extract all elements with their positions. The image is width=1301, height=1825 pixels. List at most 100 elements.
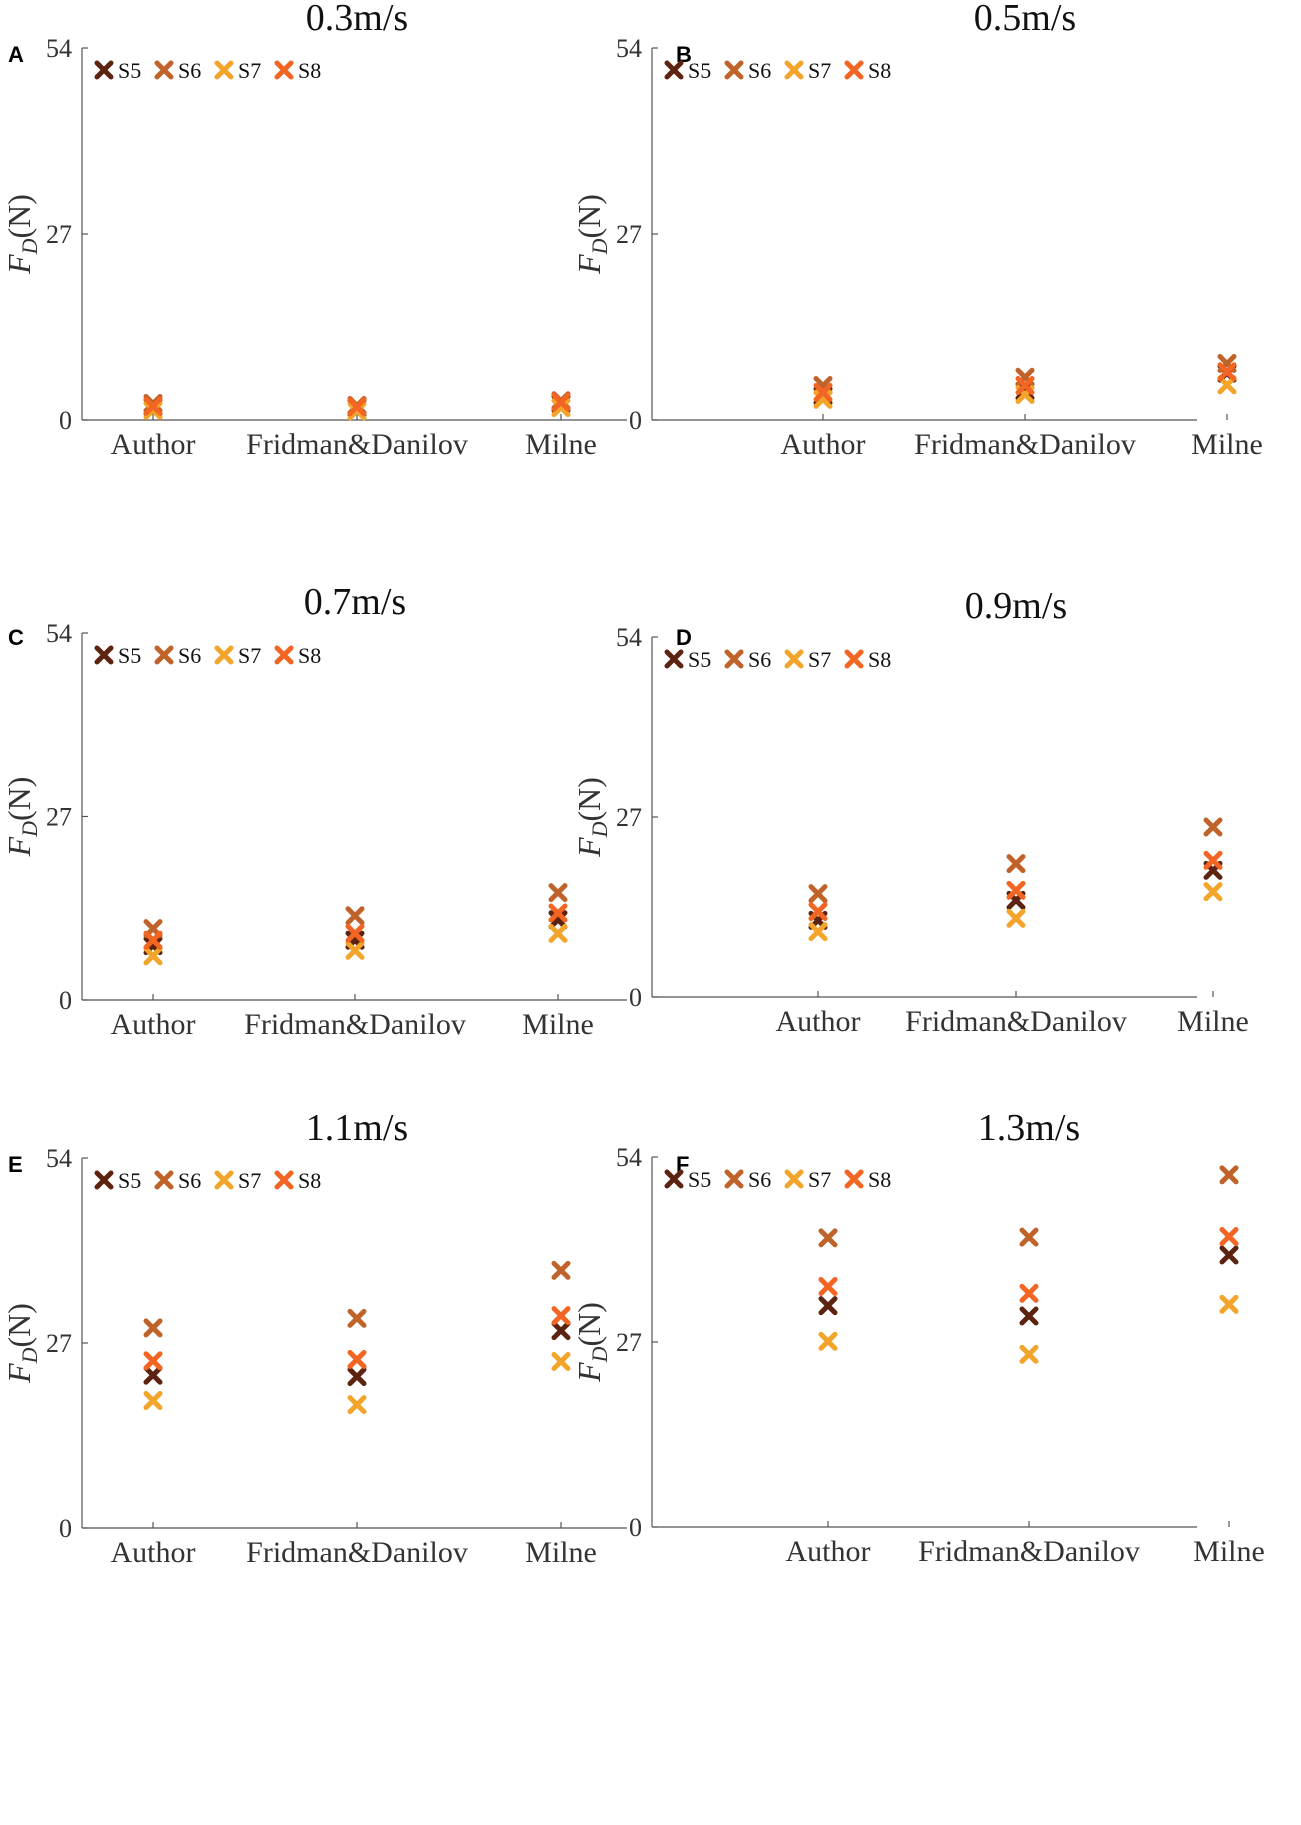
y-tick-label: 54 xyxy=(46,1144,72,1173)
x-tick-label: Author xyxy=(111,1536,196,1569)
y-axis-label: FD(N) xyxy=(1,194,42,275)
data-point-s7 xyxy=(345,940,365,960)
panel-letter: D xyxy=(676,625,692,650)
x-tick-label: Author xyxy=(781,428,866,461)
legend: S5 S6 S7 S8 xyxy=(664,58,891,83)
data-point-s6 xyxy=(548,883,568,903)
chart-title: 1.3m/s xyxy=(978,1107,1080,1149)
data-point-s7 xyxy=(548,923,568,943)
data-point-s7 xyxy=(1006,908,1026,928)
legend-label-s8: S8 xyxy=(298,1168,321,1193)
y-axis-label: FD(N) xyxy=(1,1303,42,1384)
legend-marker-s7 xyxy=(214,1170,234,1190)
panel-e: E 1.1m/s 0 27 54 Author Fridman&Danilov Milne FD… xyxy=(1,1107,627,1569)
legend-marker-s8 xyxy=(274,645,294,665)
y-axis-label: FD(N) xyxy=(571,194,612,275)
y-tick-label: 27 xyxy=(46,1329,72,1358)
data-point-s8 xyxy=(143,930,163,950)
data-point-s6 xyxy=(1203,817,1223,837)
legend: S5 S6 S7 S8 xyxy=(94,1168,321,1193)
y-tick-label: 0 xyxy=(59,1514,72,1543)
legend-marker-s8 xyxy=(274,60,294,80)
legend-label-s8: S8 xyxy=(868,1167,891,1192)
legend-marker-s5 xyxy=(664,60,684,80)
legend-marker-s8 xyxy=(844,1169,864,1189)
data-point-s8 xyxy=(143,1351,163,1371)
chart-title: 0.5m/s xyxy=(974,0,1076,39)
data-point-s7 xyxy=(143,1391,163,1411)
data-point-s8 xyxy=(1217,362,1237,382)
data-point-s6 xyxy=(808,884,828,904)
data-point-s7 xyxy=(1019,1344,1039,1364)
legend-label-s7: S7 xyxy=(238,643,261,668)
x-tick-label: Milne xyxy=(1177,1005,1249,1038)
legend-marker-s6 xyxy=(724,60,744,80)
data-point-s8 xyxy=(347,397,367,417)
legend-label-s8: S8 xyxy=(298,643,321,668)
data-point-s7 xyxy=(551,398,571,418)
data-point-s8 xyxy=(548,903,568,923)
legend-label-s6: S6 xyxy=(178,643,201,668)
legend-label-s5: S5 xyxy=(688,647,711,672)
x-tick-label: Fridman&Danilov xyxy=(918,1535,1140,1568)
x-tick-label: Fridman&Danilov xyxy=(246,1536,468,1569)
y-tick-label: 27 xyxy=(616,1328,642,1357)
data-point-s6 xyxy=(345,906,365,926)
legend-label-s8: S8 xyxy=(298,58,321,83)
y-tick-label: 27 xyxy=(46,220,72,249)
legend-label-s6: S6 xyxy=(748,647,771,672)
data-point-s5 xyxy=(1219,1245,1239,1265)
legend-label-s7: S7 xyxy=(808,58,831,83)
y-tick-label: 54 xyxy=(46,619,72,648)
legend-marker-s8 xyxy=(844,60,864,80)
chart-title: 0.3m/s xyxy=(306,0,408,39)
legend-marker-s5 xyxy=(664,649,684,669)
data-point-s6 xyxy=(1219,1165,1239,1185)
legend-label-s5: S5 xyxy=(118,1168,141,1193)
data-point-s5 xyxy=(818,1296,838,1316)
x-tick-label: Author xyxy=(786,1535,871,1568)
legend-marker-s7 xyxy=(214,645,234,665)
data-point-s5 xyxy=(1019,1306,1039,1326)
legend-marker-s7 xyxy=(784,649,804,669)
data-point-s8 xyxy=(818,1277,838,1296)
legend-marker-s6 xyxy=(724,649,744,669)
data-point-s6 xyxy=(347,1308,367,1328)
legend-label-s6: S6 xyxy=(178,58,201,83)
data-point-s7 xyxy=(143,946,163,966)
legend-label-s8: S8 xyxy=(868,647,891,672)
data-point-s8 xyxy=(143,396,163,416)
data-point-s6 xyxy=(143,1318,163,1338)
legend-marker-s6 xyxy=(154,645,174,665)
x-tick-label: Author xyxy=(776,1005,861,1038)
data-point-s6 xyxy=(1019,1227,1039,1247)
y-axis-label: FD(N) xyxy=(1,777,42,858)
legend-label-s8: S8 xyxy=(868,58,891,83)
data-point-s8 xyxy=(1015,376,1035,396)
x-tick-label: Milne xyxy=(1191,428,1263,461)
y-tick-label: 54 xyxy=(616,34,642,63)
panel-letter: A xyxy=(8,42,24,67)
legend-label-s7: S7 xyxy=(238,58,261,83)
x-tick-label: Milne xyxy=(525,428,597,461)
data-point-s7 xyxy=(808,922,828,942)
y-tick-label: 0 xyxy=(629,1513,642,1542)
panel-a: A 0.3m/s 0 27 54 Author Fridman&Danilov Milne FD… xyxy=(1,0,627,461)
data-point-s6 xyxy=(551,1260,571,1280)
data-point-s7 xyxy=(1217,375,1237,395)
data-point-s6 xyxy=(818,1228,838,1248)
data-point-s7 xyxy=(818,1331,838,1351)
data-point-s8 xyxy=(345,923,365,943)
x-tick-label: Milne xyxy=(525,1536,597,1569)
x-tick-label: Milne xyxy=(522,1008,594,1041)
x-tick-label: Author xyxy=(111,1008,196,1041)
y-tick-label: 27 xyxy=(46,803,72,832)
legend-marker-s5 xyxy=(94,645,114,665)
data-point-s8 xyxy=(808,902,828,922)
x-tick-label: Fridman&Danilov xyxy=(914,428,1136,461)
data-point-s5 xyxy=(347,1367,367,1387)
y-tick-label: 54 xyxy=(46,34,72,63)
legend: S5 S6 S7 S8 xyxy=(94,643,321,668)
